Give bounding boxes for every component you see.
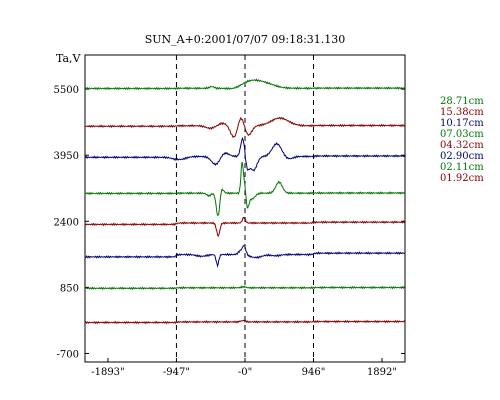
- legend-entry: 28.71cm: [440, 96, 484, 107]
- x-tick-label: 946": [302, 367, 326, 378]
- y-axis-label: Ta,V: [56, 52, 82, 65]
- series-line: [84, 216, 406, 237]
- legend-entry: 07.03cm: [440, 129, 484, 140]
- legend-entry: 10.17cm: [440, 118, 484, 129]
- series-line: [84, 285, 405, 291]
- legend-entry: 15.38cm: [440, 107, 484, 118]
- x-tick-label: -0": [238, 367, 252, 378]
- series-line: [84, 116, 406, 138]
- y-tick-label: 850: [60, 283, 79, 294]
- y-tick-label: 2400: [54, 217, 79, 228]
- series-line: [84, 136, 406, 172]
- y-tick-label: 3950: [54, 151, 79, 162]
- legend-entry: 02.11cm: [440, 162, 484, 173]
- x-tick-label: -947": [163, 367, 190, 378]
- y-tick-label: 5500: [54, 85, 79, 96]
- series-line: [84, 245, 405, 268]
- series-line: [84, 319, 406, 325]
- legend-entry: 01.92cm: [440, 173, 484, 184]
- series-line: [84, 161, 405, 216]
- chart-title: SUN_A+0:2001/07/07 09:18:31.130: [145, 33, 346, 46]
- y-tick-label: -700: [57, 349, 79, 360]
- legend-entry: 02.90cm: [440, 151, 484, 162]
- x-tick-label: 1892": [367, 367, 397, 378]
- legend-entry: 04.32cm: [440, 140, 484, 151]
- x-tick-label: -1893": [91, 367, 124, 378]
- series-line: [84, 78, 406, 91]
